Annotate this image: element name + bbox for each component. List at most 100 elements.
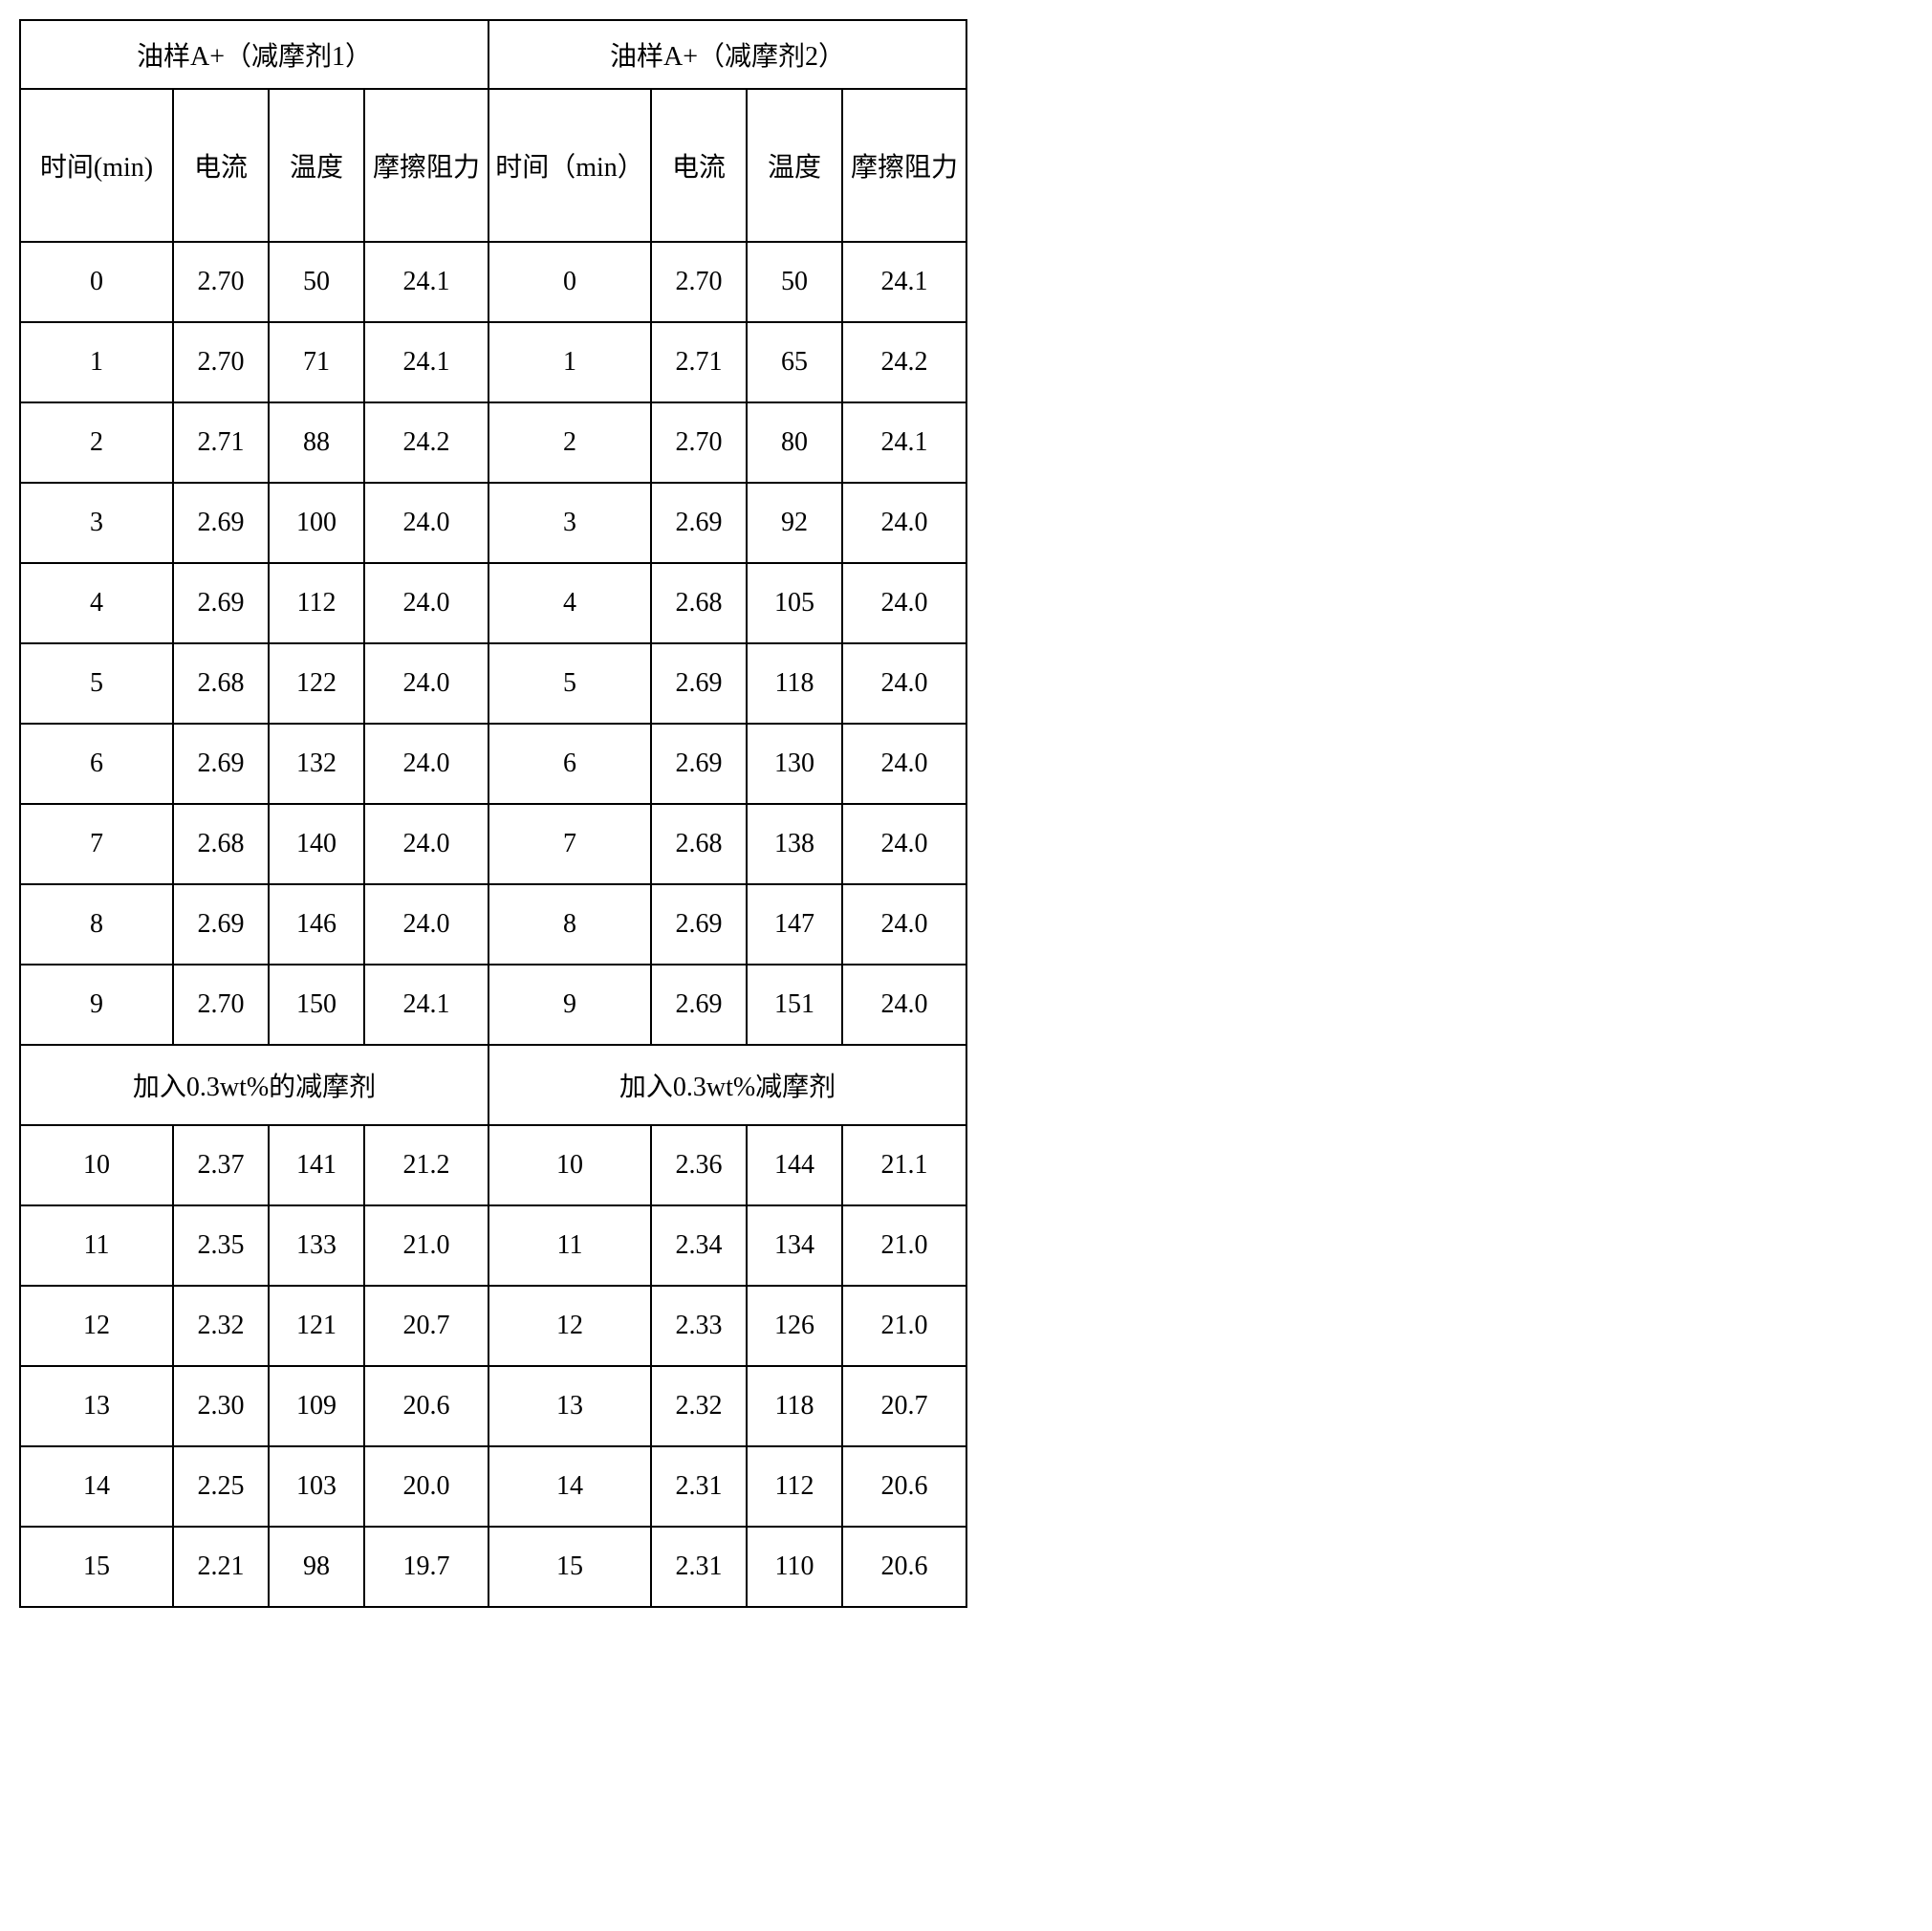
table-cell: 1 — [20, 322, 173, 402]
table-cell: 7 — [488, 804, 651, 884]
table-cell: 150 — [269, 965, 364, 1045]
section-label-right: 加入0.3wt%减摩剂 — [488, 1045, 966, 1125]
table-row: 32.6910024.032.699224.0 — [20, 483, 966, 563]
table-cell: 24.0 — [364, 563, 488, 643]
table-cell: 132 — [269, 724, 364, 804]
col-header-friction-right: 摩擦阻力 — [842, 89, 966, 242]
table-cell: 14 — [488, 1446, 651, 1527]
table-cell: 2.69 — [651, 724, 747, 804]
table-cell: 20.6 — [842, 1446, 966, 1527]
table-cell: 24.1 — [842, 242, 966, 322]
table-cell: 24.0 — [364, 804, 488, 884]
table-cell: 140 — [269, 804, 364, 884]
table-cell: 151 — [747, 965, 842, 1045]
table-cell: 2.32 — [651, 1366, 747, 1446]
table-row: 82.6914624.082.6914724.0 — [20, 884, 966, 965]
table-cell: 122 — [269, 643, 364, 724]
table-cell: 24.1 — [364, 322, 488, 402]
table-cell: 2.69 — [173, 724, 269, 804]
table-cell: 24.0 — [364, 884, 488, 965]
table-cell: 2.68 — [651, 563, 747, 643]
table-cell: 2.70 — [173, 322, 269, 402]
table-cell: 2.69 — [651, 483, 747, 563]
table-cell: 13 — [488, 1366, 651, 1446]
table-row: 42.6911224.042.6810524.0 — [20, 563, 966, 643]
table-cell: 100 — [269, 483, 364, 563]
table-cell: 11 — [20, 1205, 173, 1286]
table-cell: 2.31 — [651, 1527, 747, 1607]
table-cell: 112 — [269, 563, 364, 643]
table-row: 12.707124.112.716524.2 — [20, 322, 966, 402]
table-cell: 2.36 — [651, 1125, 747, 1205]
data-rows-top: 02.705024.102.705024.112.707124.112.7165… — [20, 242, 966, 1045]
table-cell: 21.0 — [842, 1205, 966, 1286]
table-cell: 88 — [269, 402, 364, 483]
table-cell: 15 — [488, 1527, 651, 1607]
table-cell: 126 — [747, 1286, 842, 1366]
table-cell: 2.69 — [651, 965, 747, 1045]
table-cell: 146 — [269, 884, 364, 965]
table-cell: 3 — [488, 483, 651, 563]
table-cell: 118 — [747, 643, 842, 724]
table-cell: 24.0 — [842, 483, 966, 563]
table-cell: 121 — [269, 1286, 364, 1366]
table-cell: 12 — [488, 1286, 651, 1366]
column-header-row: 时间(min) 电流 温度 摩擦阻力 时间（min） 电流 温度 摩擦阻力 — [20, 89, 966, 242]
table-cell: 20.6 — [364, 1366, 488, 1446]
table-row: 132.3010920.6132.3211820.7 — [20, 1366, 966, 1446]
table-cell: 2.31 — [651, 1446, 747, 1527]
table-cell: 118 — [747, 1366, 842, 1446]
table-cell: 4 — [488, 563, 651, 643]
table-cell: 2.71 — [651, 322, 747, 402]
data-rows-bottom: 102.3714121.2102.3614421.1112.3513321.01… — [20, 1125, 966, 1607]
table-cell: 1 — [488, 322, 651, 402]
table-cell: 24.2 — [364, 402, 488, 483]
table-row: 112.3513321.0112.3413421.0 — [20, 1205, 966, 1286]
table-cell: 2.69 — [651, 643, 747, 724]
table-cell: 112 — [747, 1446, 842, 1527]
table-cell: 24.0 — [364, 483, 488, 563]
table-row: 102.3714121.2102.3614421.1 — [20, 1125, 966, 1205]
group-header-left: 油样A+（减摩剂1） — [20, 20, 488, 89]
table-cell: 24.0 — [842, 884, 966, 965]
table-cell: 71 — [269, 322, 364, 402]
table-cell: 24.0 — [842, 965, 966, 1045]
table-cell: 2.69 — [173, 884, 269, 965]
table-cell: 14 — [20, 1446, 173, 1527]
table-cell: 2.32 — [173, 1286, 269, 1366]
table-cell: 2.68 — [173, 643, 269, 724]
table-cell: 5 — [488, 643, 651, 724]
col-header-time-right: 时间（min） — [488, 89, 651, 242]
table-cell: 141 — [269, 1125, 364, 1205]
table-cell: 24.2 — [842, 322, 966, 402]
table-cell: 2.25 — [173, 1446, 269, 1527]
table-row: 22.718824.222.708024.1 — [20, 402, 966, 483]
group-header-right: 油样A+（减摩剂2） — [488, 20, 966, 89]
table-row: 92.7015024.192.6915124.0 — [20, 965, 966, 1045]
table-cell: 105 — [747, 563, 842, 643]
table-cell: 24.0 — [842, 643, 966, 724]
friction-data-table: 油样A+（减摩剂1） 油样A+（减摩剂2） 时间(min) 电流 温度 摩擦阻力… — [19, 19, 967, 1608]
table-row: 142.2510320.0142.3111220.6 — [20, 1446, 966, 1527]
table-cell: 50 — [269, 242, 364, 322]
table-row: 122.3212120.7122.3312621.0 — [20, 1286, 966, 1366]
col-header-current-right: 电流 — [651, 89, 747, 242]
table-cell: 20.7 — [842, 1366, 966, 1446]
table-cell: 10 — [20, 1125, 173, 1205]
table-cell: 8 — [20, 884, 173, 965]
table-cell: 0 — [20, 242, 173, 322]
col-header-current-left: 电流 — [173, 89, 269, 242]
table-cell: 20.7 — [364, 1286, 488, 1366]
section-divider-row: 加入0.3wt%的减摩剂 加入0.3wt%减摩剂 — [20, 1045, 966, 1125]
table-cell: 24.0 — [842, 724, 966, 804]
table-cell: 98 — [269, 1527, 364, 1607]
table-cell: 144 — [747, 1125, 842, 1205]
table-cell: 21.2 — [364, 1125, 488, 1205]
col-header-temp-left: 温度 — [269, 89, 364, 242]
table-cell: 10 — [488, 1125, 651, 1205]
group-header-row: 油样A+（减摩剂1） 油样A+（减摩剂2） — [20, 20, 966, 89]
table-cell: 110 — [747, 1527, 842, 1607]
table-cell: 80 — [747, 402, 842, 483]
table-cell: 138 — [747, 804, 842, 884]
table-cell: 13 — [20, 1366, 173, 1446]
